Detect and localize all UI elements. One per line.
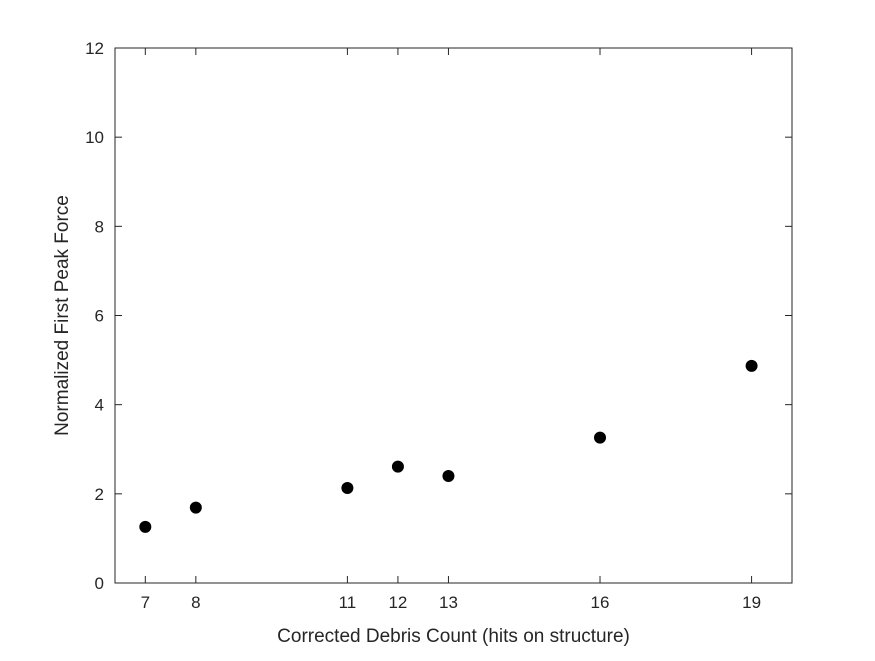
y-tick-label: 10 xyxy=(85,128,104,147)
x-tick-label: 11 xyxy=(339,593,357,612)
data-point xyxy=(745,359,758,372)
y-tick-label: 6 xyxy=(95,307,104,326)
y-tick-label: 0 xyxy=(95,574,104,593)
y-tick-label: 2 xyxy=(95,485,104,504)
y-tick-label: 8 xyxy=(95,217,104,236)
x-tick-label: 8 xyxy=(191,593,200,612)
data-point xyxy=(442,470,455,482)
x-tick-label: 12 xyxy=(388,593,407,612)
y-tick-label: 4 xyxy=(95,396,104,415)
y-tick-label: 12 xyxy=(85,39,104,58)
data-point xyxy=(341,482,354,495)
data-point xyxy=(139,520,152,533)
data-point xyxy=(594,431,607,444)
data-point xyxy=(189,501,202,514)
data-point xyxy=(391,460,404,473)
points-layer xyxy=(139,359,758,533)
x-tick-label: 16 xyxy=(591,593,610,612)
x-tick-label: 7 xyxy=(141,593,150,612)
axes-box xyxy=(114,47,793,584)
x-tick-label: 19 xyxy=(742,593,761,612)
plot-area xyxy=(115,48,792,583)
y-axis-label: Normalized First Peak Force xyxy=(52,195,73,436)
x-axis-label: Corrected Debris Count (hits on structur… xyxy=(277,626,630,647)
ticks-layer: 7 8 11 12 13 16 19 0 2 4 6 8 10 12 xyxy=(85,39,792,612)
x-tick-label: 13 xyxy=(439,593,458,612)
